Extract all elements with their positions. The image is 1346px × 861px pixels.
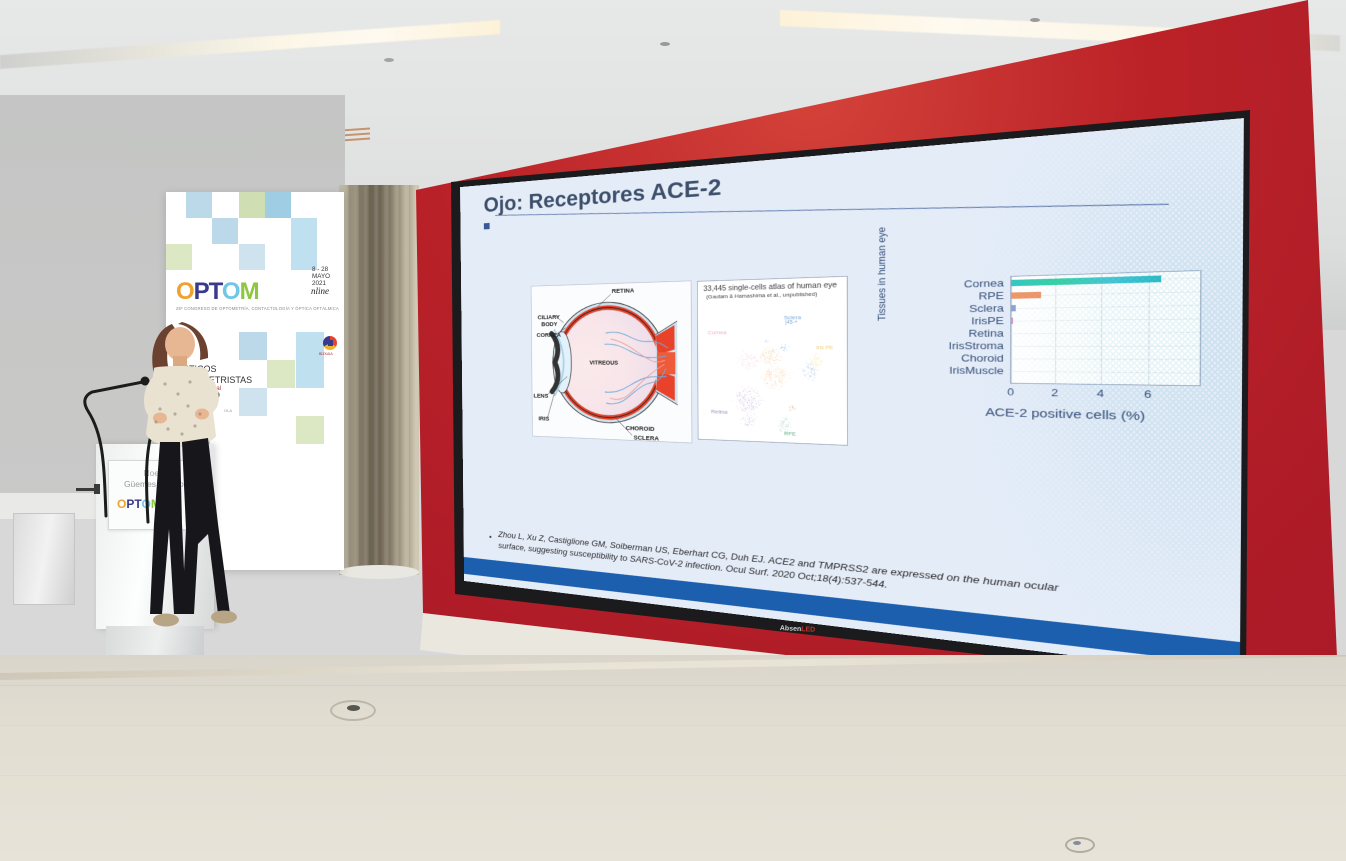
svg-text:CHOROID: CHOROID — [626, 425, 655, 434]
svg-text:LENS: LENS — [534, 393, 550, 401]
svg-text:RETINA: RETINA — [612, 287, 635, 295]
svg-text:VITREOUS: VITREOUS — [589, 360, 618, 366]
svg-text:BODY: BODY — [541, 321, 558, 328]
svg-text:IRIS: IRIS — [538, 415, 550, 423]
svg-text:SCLERA: SCLERA — [634, 434, 660, 442]
